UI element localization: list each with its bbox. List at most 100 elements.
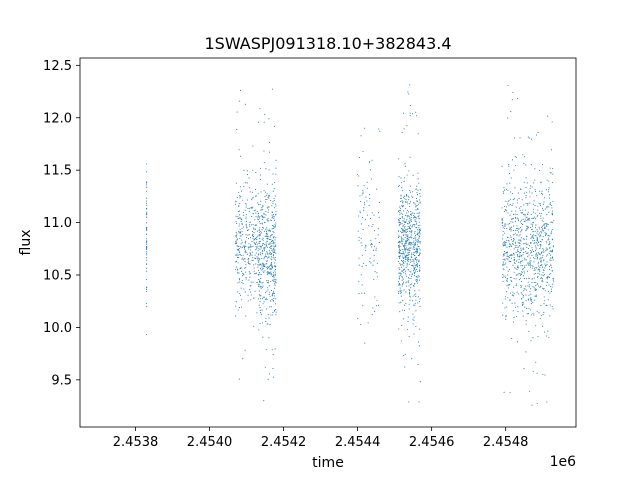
data-point [259, 286, 261, 288]
data-point [273, 279, 275, 281]
data-point [264, 255, 266, 257]
data-point [268, 169, 270, 171]
data-point [513, 248, 515, 250]
data-point [503, 211, 505, 213]
data-point [408, 244, 410, 246]
data-point [419, 252, 421, 254]
data-point [410, 220, 412, 222]
data-point [259, 238, 261, 240]
data-point [502, 230, 504, 232]
data-point [518, 279, 521, 281]
data-point [544, 374, 546, 376]
data-point [255, 245, 257, 247]
data-point [505, 239, 507, 241]
data-point [542, 203, 545, 205]
data-point [408, 220, 410, 222]
data-point [546, 335, 548, 337]
data-point [262, 243, 264, 245]
data-point [244, 248, 246, 250]
data-point [272, 275, 274, 277]
data-point [399, 206, 401, 208]
data-point [397, 185, 400, 187]
data-point [551, 207, 553, 209]
data-point [502, 238, 504, 240]
data-point [529, 196, 531, 198]
data-point [267, 280, 269, 282]
data-point [523, 181, 525, 183]
data-point [419, 224, 421, 226]
data-point [519, 226, 521, 229]
data-point [267, 195, 269, 197]
data-point [515, 229, 517, 231]
data-point [413, 237, 415, 240]
y-tick-label: 9.5 [51, 373, 72, 388]
data-point [401, 270, 403, 272]
data-point [274, 182, 276, 184]
data-point [265, 235, 267, 237]
data-point [261, 309, 263, 311]
data-point [254, 254, 256, 256]
data-point [409, 205, 411, 207]
data-point [540, 217, 542, 219]
data-point [271, 205, 273, 207]
data-point [502, 280, 504, 282]
data-point [413, 251, 415, 253]
data-point [409, 115, 411, 117]
data-point [413, 212, 415, 214]
data-point [146, 171, 148, 173]
data-point [403, 223, 405, 225]
data-point [408, 236, 410, 238]
data-point [274, 278, 276, 280]
data-point [273, 251, 275, 254]
data-point [412, 242, 414, 244]
data-point [401, 277, 404, 279]
data-point [399, 211, 401, 213]
data-point [508, 164, 510, 166]
data-point [273, 125, 275, 127]
data-point [259, 280, 261, 282]
data-point [518, 273, 520, 275]
data-point [509, 172, 511, 174]
data-point [264, 113, 266, 115]
data-point [533, 273, 535, 275]
data-point [242, 272, 244, 274]
data-point [553, 281, 555, 283]
data-point [397, 242, 399, 244]
data-point [248, 289, 250, 291]
data-point [509, 214, 511, 216]
data-point [508, 260, 510, 262]
data-point [268, 293, 270, 296]
data-point [398, 277, 400, 279]
data-point [530, 164, 532, 166]
data-point [373, 249, 375, 251]
data-point [269, 306, 271, 308]
data-point [519, 256, 521, 258]
data-point [504, 242, 506, 244]
data-point [266, 240, 268, 242]
data-point [530, 242, 532, 244]
data-point [525, 203, 527, 205]
data-point [401, 227, 403, 230]
data-point [268, 228, 270, 230]
data-point [254, 273, 256, 275]
data-point [502, 224, 504, 226]
data-point [235, 236, 237, 238]
data-point [259, 307, 261, 309]
data-point [272, 280, 274, 282]
data-point [259, 279, 261, 281]
data-point [266, 272, 268, 274]
data-point [399, 220, 401, 222]
data-point [408, 93, 410, 95]
data-point [507, 270, 509, 272]
data-point [399, 221, 402, 223]
data-point [524, 215, 526, 217]
data-point [413, 217, 415, 219]
data-point [238, 191, 240, 194]
data-point [252, 237, 254, 239]
data-point [269, 285, 271, 287]
data-point [259, 221, 261, 223]
data-point [506, 183, 508, 185]
data-point [540, 231, 542, 233]
data-point [533, 182, 535, 184]
data-point [264, 264, 266, 266]
